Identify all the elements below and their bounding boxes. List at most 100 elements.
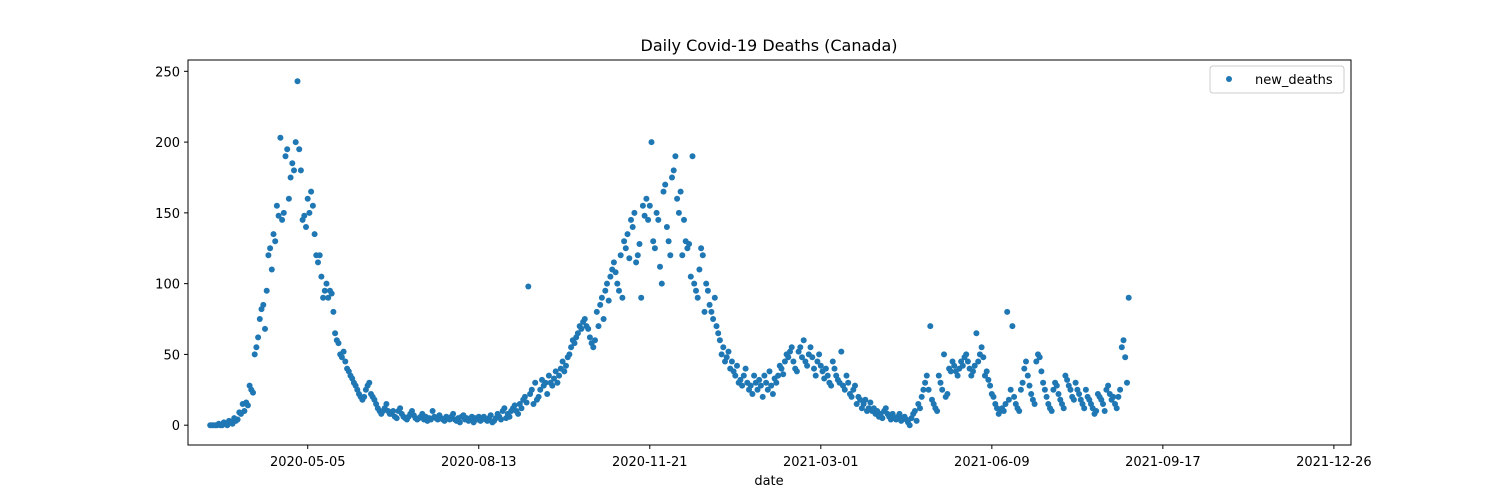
data-point xyxy=(691,280,698,287)
data-point xyxy=(704,287,711,294)
data-point xyxy=(544,391,551,397)
data-point xyxy=(879,415,886,422)
data-point xyxy=(687,273,694,280)
data-point xyxy=(253,344,260,351)
data-point xyxy=(621,238,628,245)
data-point xyxy=(303,224,309,230)
data-point xyxy=(711,294,718,301)
data-point xyxy=(759,393,766,400)
data-point xyxy=(723,354,730,361)
data-point xyxy=(325,294,332,301)
data-point xyxy=(605,297,612,304)
data-point xyxy=(559,358,566,365)
data-point xyxy=(1033,358,1040,365)
data-point xyxy=(321,287,328,294)
data-point xyxy=(530,401,537,407)
data-point xyxy=(763,379,770,386)
data-point xyxy=(628,216,634,223)
data-point xyxy=(978,344,985,351)
data-point xyxy=(320,294,327,301)
data-point xyxy=(703,280,710,287)
data-point xyxy=(734,362,740,369)
data-point xyxy=(817,362,824,369)
data-point xyxy=(255,334,262,341)
y-tick-label: 200 xyxy=(155,136,180,151)
data-point xyxy=(1040,379,1047,386)
data-point xyxy=(732,372,739,379)
data-point xyxy=(244,402,251,409)
data-point xyxy=(1110,393,1117,400)
data-point xyxy=(267,245,274,252)
data-point xyxy=(740,372,747,379)
data-point xyxy=(797,344,804,351)
data-point xyxy=(525,283,532,290)
data-point xyxy=(634,252,641,259)
data-point xyxy=(710,316,717,322)
data-point xyxy=(944,391,951,397)
data-point xyxy=(574,330,581,337)
data-point xyxy=(1120,337,1127,344)
data-point xyxy=(566,351,573,358)
data-point xyxy=(923,372,930,379)
data-point xyxy=(586,334,593,341)
data-point xyxy=(959,362,966,369)
data-point xyxy=(273,202,280,209)
data-point xyxy=(308,188,315,195)
data-point xyxy=(272,238,279,245)
data-point xyxy=(980,354,987,361)
data-point xyxy=(521,393,528,400)
data-point xyxy=(720,344,727,351)
data-point xyxy=(1048,408,1055,414)
data-point xyxy=(681,216,687,223)
data-point xyxy=(778,365,785,372)
data-point xyxy=(315,259,321,266)
data-point xyxy=(342,358,349,365)
y-tick-label: 0 xyxy=(172,419,180,434)
data-point xyxy=(366,379,373,386)
data-point xyxy=(990,393,997,400)
data-point xyxy=(828,382,835,389)
data-point xyxy=(804,362,811,369)
data-point xyxy=(857,396,864,403)
data-point xyxy=(294,78,301,85)
data-point xyxy=(947,368,954,375)
data-point xyxy=(1005,396,1012,403)
data-point xyxy=(757,382,764,389)
x-tick-label: 2021-09-17 xyxy=(1125,455,1201,470)
data-point xyxy=(251,351,258,358)
data-point xyxy=(1017,386,1024,393)
x-axis-ticks: 2020-05-05 2020-08-13 2020-11-21 2021-03-01… xyxy=(270,445,1372,470)
data-point xyxy=(896,410,903,417)
data-point xyxy=(1031,401,1038,407)
data-point xyxy=(578,325,585,332)
data-point xyxy=(941,351,947,358)
y-tick-label: 250 xyxy=(155,65,180,80)
data-point xyxy=(816,351,823,358)
data-point xyxy=(975,358,982,365)
chart-title: Daily Covid-19 Deaths (Canada) xyxy=(641,36,898,55)
data-point xyxy=(790,358,797,365)
data-point xyxy=(754,386,761,393)
data-point xyxy=(607,273,614,280)
data-point xyxy=(718,351,725,358)
data-point xyxy=(862,396,869,403)
data-point xyxy=(679,252,686,259)
data-point xyxy=(291,167,297,174)
data-point xyxy=(617,252,624,259)
data-point xyxy=(780,371,787,378)
data-point xyxy=(518,405,525,412)
data-point xyxy=(279,216,286,223)
data-point xyxy=(532,379,539,386)
data-point xyxy=(670,167,677,174)
data-point xyxy=(716,337,723,344)
data-point xyxy=(316,252,323,259)
data-point xyxy=(1125,294,1132,301)
data-point xyxy=(653,209,660,216)
data-point xyxy=(845,379,852,386)
data-point xyxy=(663,224,670,230)
data-point xyxy=(747,382,754,389)
y-axis-ticks: 0 50 100 150 200 250 xyxy=(155,65,188,434)
data-point xyxy=(330,308,337,315)
data-point xyxy=(528,386,535,393)
data-point xyxy=(934,408,941,414)
